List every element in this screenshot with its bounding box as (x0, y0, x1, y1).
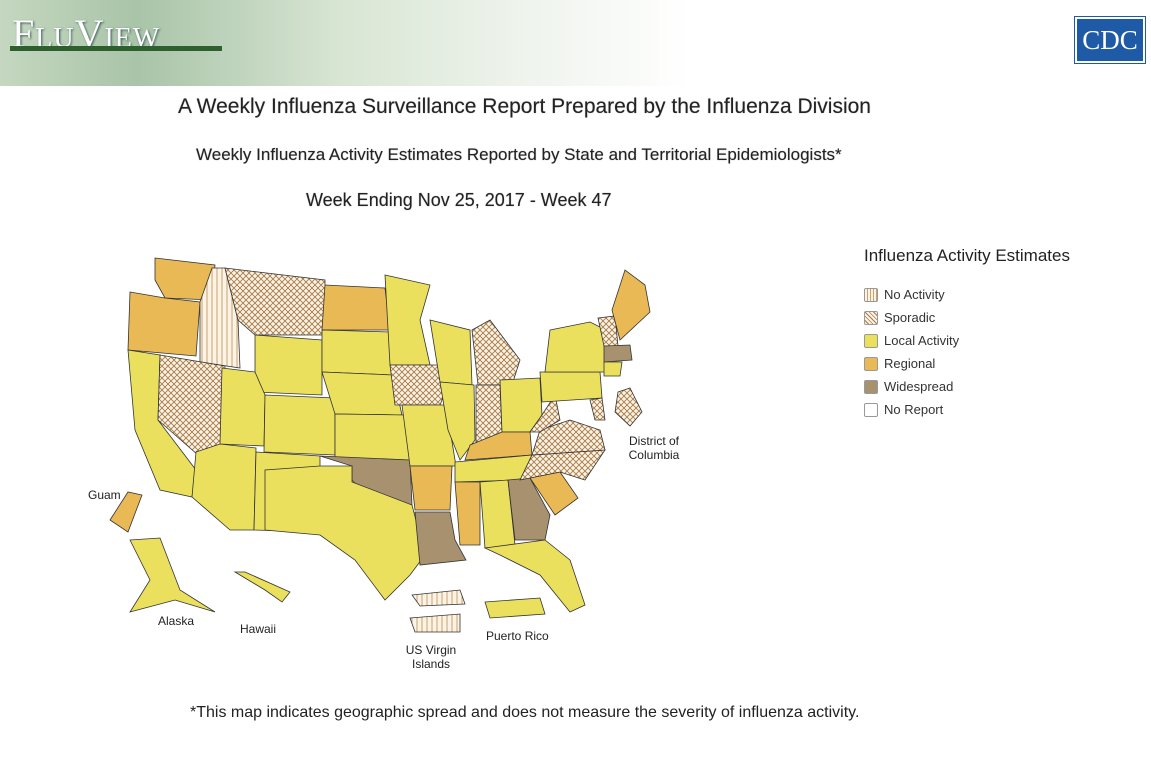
map-label: US Virgin Islands (405, 643, 457, 671)
state-shape (603, 344, 633, 363)
state-shape (384, 274, 431, 366)
state-shape (321, 284, 391, 331)
legend-label: Local Activity (884, 333, 960, 348)
state-shape (224, 267, 326, 336)
state-shape (614, 387, 643, 427)
state-shape (411, 589, 466, 607)
map-label: Alaska (158, 614, 195, 628)
cdc-logo: CDC (1074, 16, 1146, 64)
state-shape (454, 481, 481, 546)
map-label: Puerto Rico (486, 629, 549, 643)
state-shape (519, 449, 606, 481)
legend-swatch (864, 403, 878, 417)
state-shape (483, 539, 586, 613)
states (109, 257, 651, 633)
legend-swatch (864, 288, 878, 302)
state-shape (439, 381, 476, 461)
state-shape (414, 511, 467, 566)
map-label: District of Columbia (628, 434, 680, 462)
state-shape (539, 371, 603, 403)
state-shape (219, 367, 266, 447)
state-shape (263, 394, 336, 456)
state-shape (464, 431, 533, 461)
legend-label: No Activity (884, 287, 945, 302)
map-label: Hawaii (240, 622, 277, 636)
map-label: Guam (88, 488, 121, 502)
state-shape (334, 413, 411, 461)
legend-swatch (864, 311, 878, 325)
state-shape (531, 419, 606, 456)
legend-label: No Report (884, 402, 944, 417)
state-shape (409, 465, 453, 511)
legend-item: Widespread (864, 378, 953, 396)
state-shape (233, 571, 291, 603)
footnote: *This map indicates geographic spread an… (190, 704, 860, 721)
legend-label: Regional (884, 356, 936, 371)
legend-label: Widespread (884, 379, 954, 394)
state-shape (611, 269, 651, 341)
legend-label: Sporadic (884, 310, 936, 325)
subtitle: Weekly Influenza Activity Estimates Repo… (196, 145, 842, 164)
legend-title: Influenza Activity Estimates (864, 246, 1070, 265)
state-shape (529, 393, 561, 433)
state-shape (129, 537, 216, 613)
state-shape (321, 329, 394, 376)
legend-item: No Report (864, 401, 943, 419)
legend-item: Local Activity (864, 332, 959, 350)
legend-item: Regional (864, 355, 935, 373)
legend-item: No Activity (864, 286, 945, 304)
state-shape (109, 491, 143, 533)
state-shape (409, 613, 461, 633)
legend-swatch (864, 334, 878, 348)
legend-item: Sporadic (864, 309, 935, 327)
week-title: Week Ending Nov 25, 2017 - Week 47 (306, 190, 612, 210)
state-shape (471, 319, 521, 386)
brand-underline (10, 46, 222, 51)
header-banner (0, 0, 1151, 86)
legend-swatch (864, 357, 878, 371)
state-shape (154, 257, 216, 301)
state-shape (127, 291, 201, 357)
state-shape (389, 364, 447, 406)
main-title: A Weekly Influenza Surveillance Report P… (178, 95, 871, 118)
state-shape (191, 443, 257, 531)
state-shape (321, 371, 403, 416)
state-shape (484, 597, 546, 619)
state-shape (589, 397, 606, 421)
legend-swatch (864, 380, 878, 394)
state-shape (254, 334, 323, 396)
state-shape (603, 361, 623, 377)
state-shape (264, 465, 426, 601)
